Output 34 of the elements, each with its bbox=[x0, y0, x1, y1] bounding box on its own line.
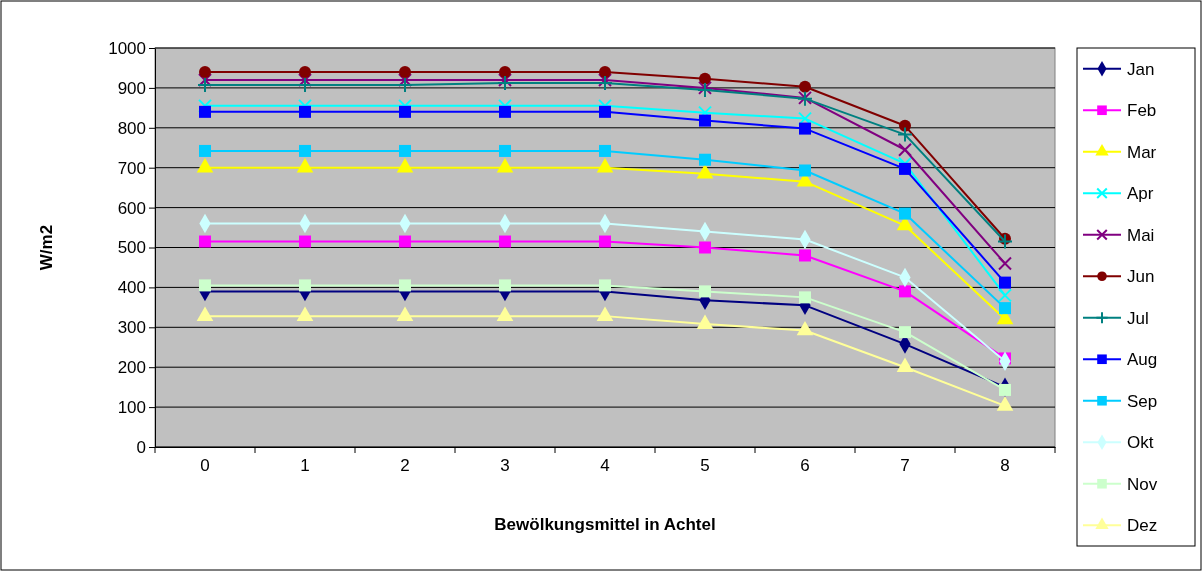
legend-label: Feb bbox=[1127, 101, 1157, 121]
y-axis-title: W/m2 bbox=[37, 224, 56, 271]
y-tick-label: 700 bbox=[117, 158, 146, 178]
x-tick-label: 6 bbox=[800, 456, 810, 476]
x-tick-label: 0 bbox=[200, 456, 210, 476]
x-tick-label: 8 bbox=[1000, 456, 1010, 476]
x-tick-label: 1 bbox=[300, 456, 310, 476]
x-tick-label: 3 bbox=[500, 456, 510, 476]
x-tick-label: 5 bbox=[700, 456, 710, 476]
y-tick-label: 1000 bbox=[108, 38, 146, 58]
legend-label: Jun bbox=[1127, 267, 1155, 287]
y-tick-label: 500 bbox=[117, 238, 146, 258]
y-tick-label: 900 bbox=[117, 78, 146, 98]
y-tick-label: 800 bbox=[117, 118, 146, 138]
y-tick-label: 100 bbox=[117, 398, 146, 418]
y-tick-label: 600 bbox=[117, 198, 146, 218]
y-tick-label: 300 bbox=[117, 318, 146, 338]
legend-label: Jan bbox=[1127, 59, 1155, 79]
legend-label: Okt bbox=[1127, 433, 1154, 453]
legend-label: Mar bbox=[1127, 142, 1157, 162]
legend-label: Nov bbox=[1127, 474, 1158, 494]
y-tick-label: 0 bbox=[136, 437, 146, 457]
legend-label: Mai bbox=[1127, 225, 1155, 245]
x-tick-label: 2 bbox=[400, 456, 410, 476]
x-tick-label: 7 bbox=[900, 456, 910, 476]
legend-label: Sep bbox=[1127, 391, 1158, 411]
y-tick-label: 400 bbox=[117, 278, 146, 298]
x-tick-label: 4 bbox=[600, 456, 610, 476]
y-tick-label: 200 bbox=[117, 358, 146, 378]
legend-label: Jul bbox=[1127, 308, 1149, 328]
legend-label: Dez bbox=[1127, 516, 1158, 536]
legend-label: Apr bbox=[1127, 184, 1154, 204]
legend-label: Aug bbox=[1127, 350, 1158, 370]
x-axis-title: Bewölkungsmittel in Achtel bbox=[494, 515, 716, 534]
